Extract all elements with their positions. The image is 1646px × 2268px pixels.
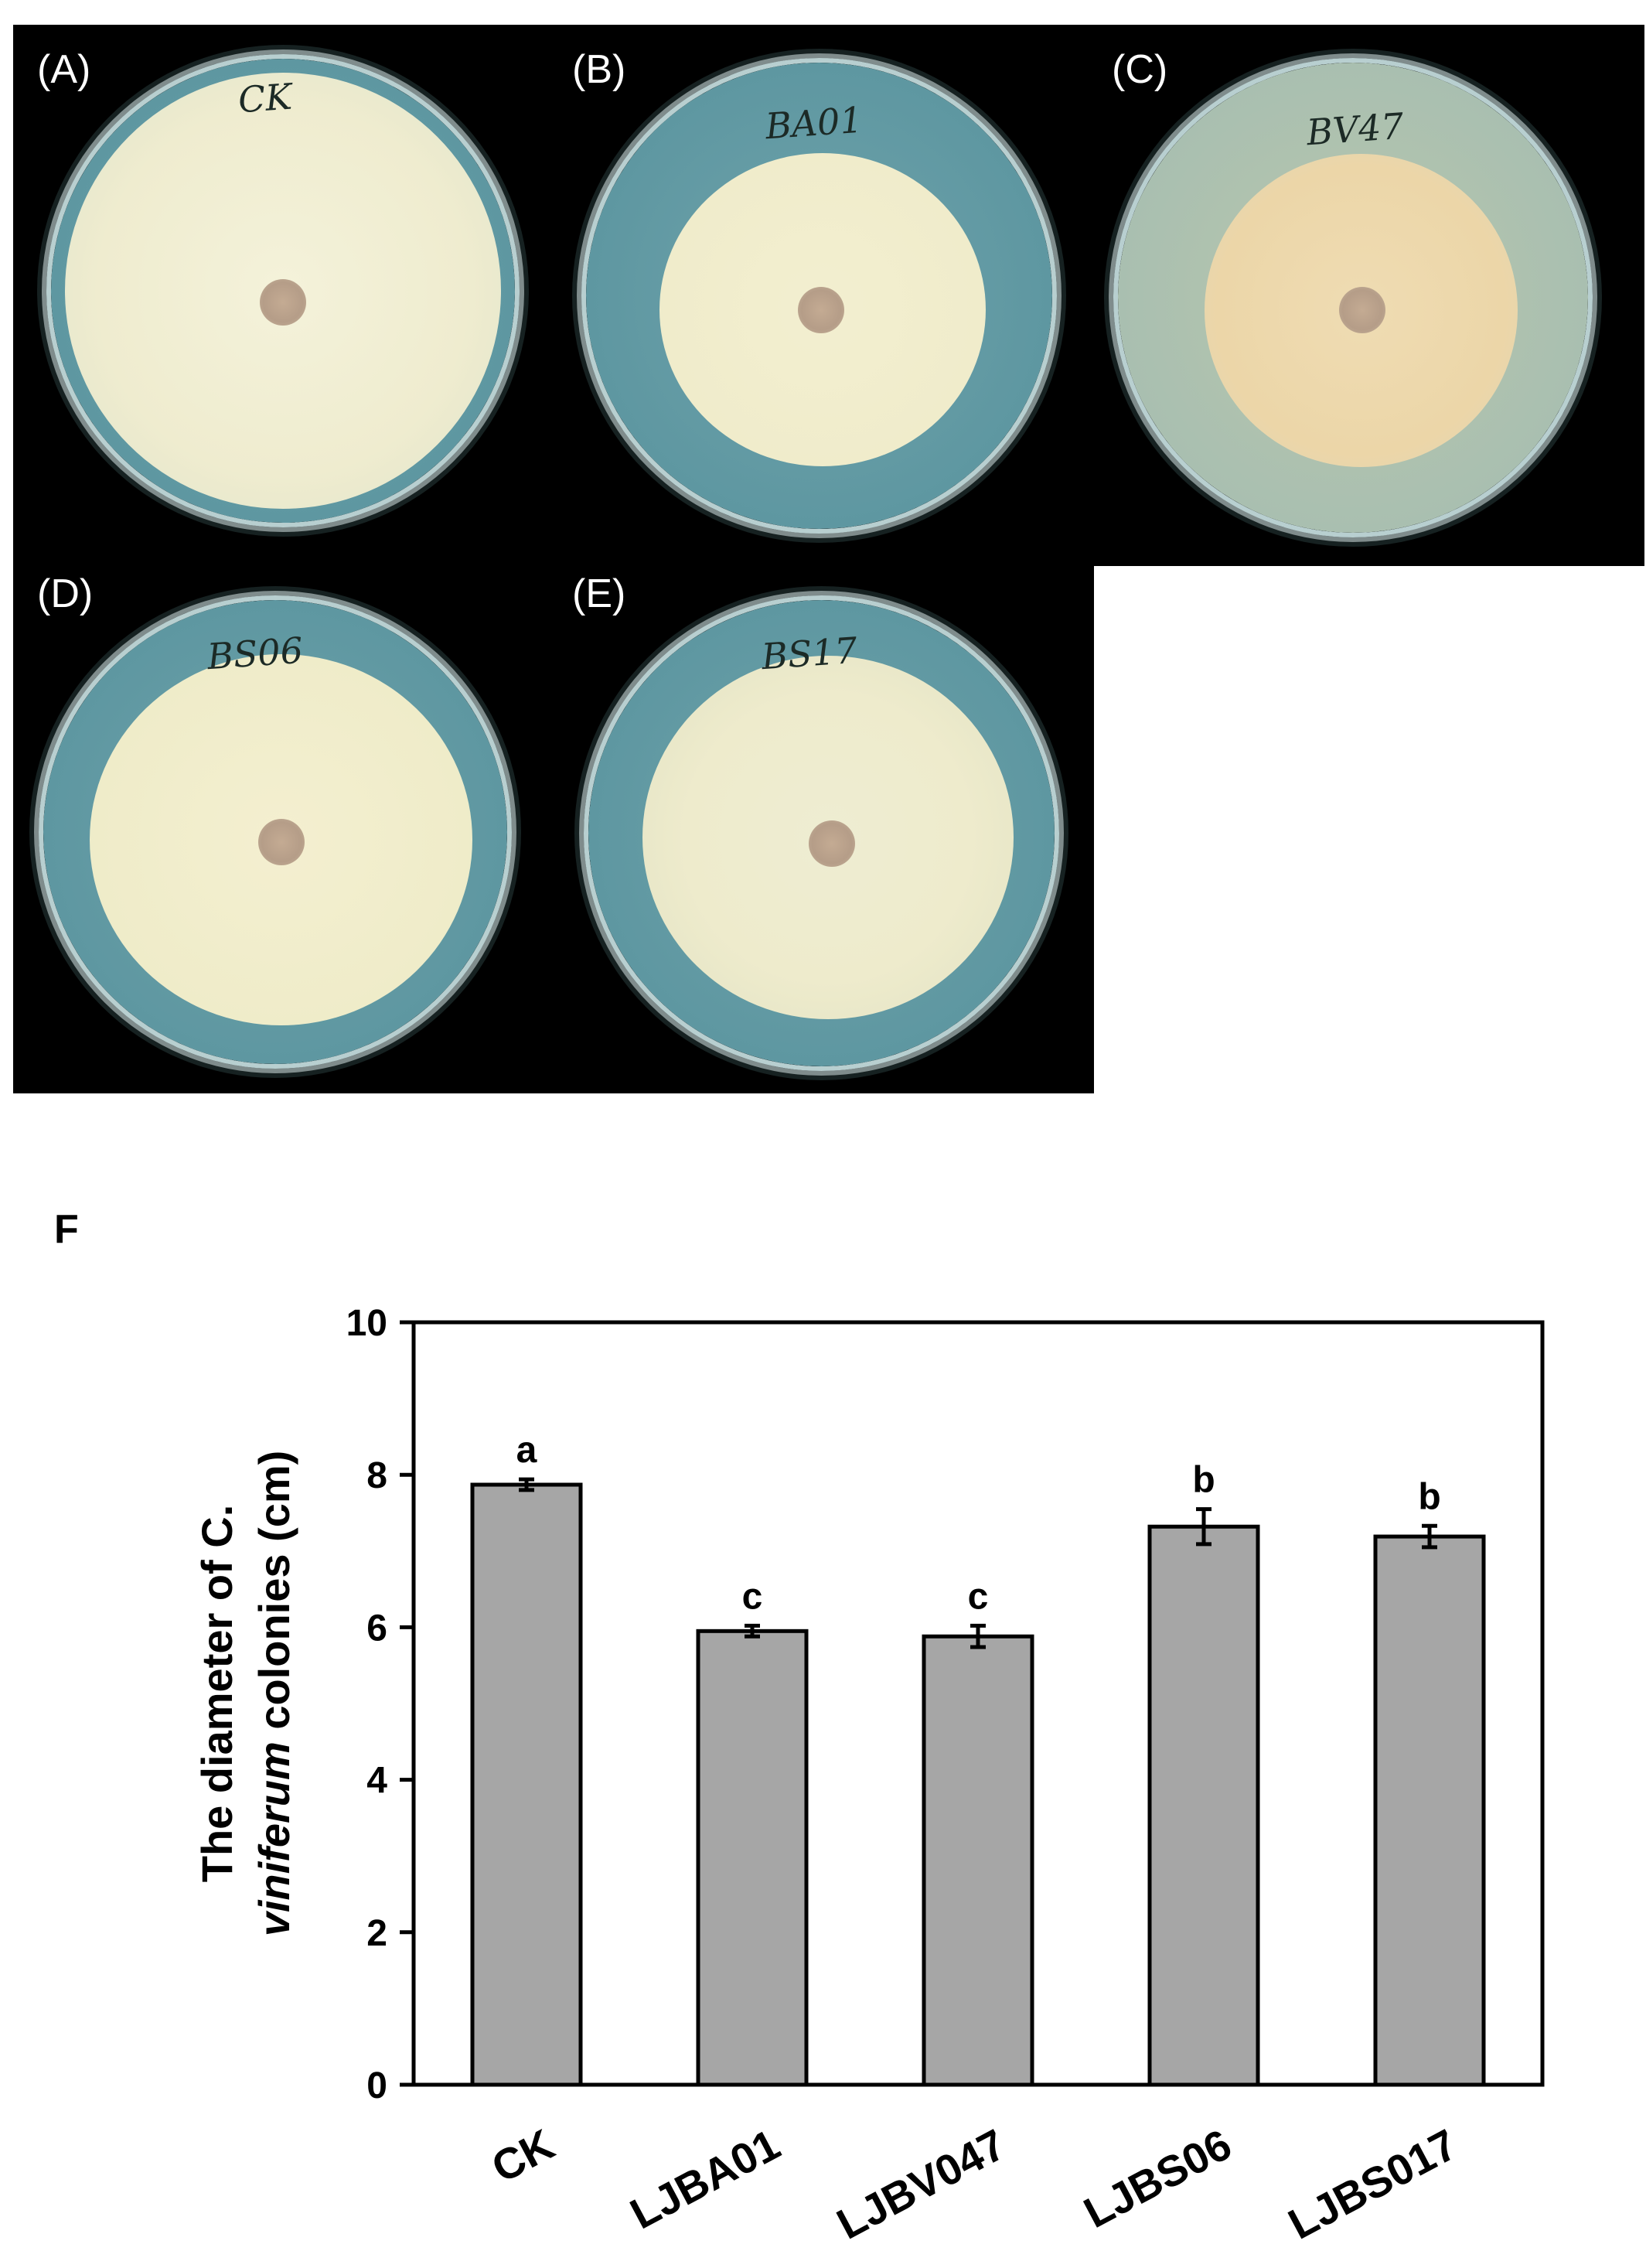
bar-LJBS06	[1147, 1524, 1260, 2087]
panel-letter-b: (B)	[572, 47, 626, 92]
bar-LJBS017	[1373, 1534, 1486, 2087]
inoculum-plug	[258, 819, 305, 865]
y-tick-label-1: 2	[366, 1913, 387, 1954]
y-axis-title-species: viniferum	[250, 1741, 298, 1936]
panel-letter-d: (D)	[37, 571, 94, 616]
petri-plate-d	[39, 595, 512, 1069]
inoculum-plug	[798, 287, 844, 333]
petri-plate-b	[581, 58, 1057, 534]
significance-label-LJBS06: b	[1192, 1460, 1215, 1501]
x-tick-label-LJBS06: LJBS06	[1076, 2120, 1239, 2237]
bar-LJBA01	[696, 1629, 809, 2087]
petri-plate-e	[584, 595, 1059, 1071]
figure-f-label: F	[54, 1207, 79, 1252]
y-tick-label-0: 0	[366, 2065, 387, 2106]
bar-LJBV047	[922, 1634, 1034, 2087]
x-tick-label-CK: CK	[484, 2120, 562, 2192]
inoculum-plug	[809, 820, 855, 867]
y-tick-label-3: 6	[366, 1608, 387, 1649]
petri-plate-c	[1113, 58, 1593, 537]
y-tick-label-5: 10	[346, 1303, 387, 1344]
panel-letter-e: (E)	[572, 571, 626, 616]
significance-label-CK: a	[516, 1430, 537, 1471]
significance-label-LJBA01: c	[742, 1576, 763, 1617]
inoculum-plug	[260, 279, 306, 326]
petri-plate-a	[46, 54, 520, 527]
significance-label-LJBS017: b	[1418, 1476, 1440, 1517]
y-tick-label-2: 4	[366, 1761, 387, 1802]
y-tick-label-4: 8	[366, 1455, 387, 1496]
significance-label-LJBV047: c	[968, 1576, 989, 1617]
x-tick-label-LJBV047: LJBV047	[829, 2120, 1013, 2249]
y-axis-title-line1: The diameter of C.	[193, 1505, 241, 1883]
panel-letter-a: (A)	[37, 47, 91, 92]
bar-CK	[470, 1482, 583, 2087]
x-tick-label-LJBS017: LJBS017	[1280, 2120, 1464, 2249]
y-axis-title-unit: colonies (cm)	[250, 1451, 298, 1742]
x-tick-label-LJBA01: LJBA01	[622, 2120, 788, 2239]
panel-letter-c: (C)	[1112, 47, 1168, 92]
inoculum-plug	[1339, 287, 1385, 333]
y-axis-title-line2: viniferum colonies (cm)	[250, 1451, 298, 1937]
